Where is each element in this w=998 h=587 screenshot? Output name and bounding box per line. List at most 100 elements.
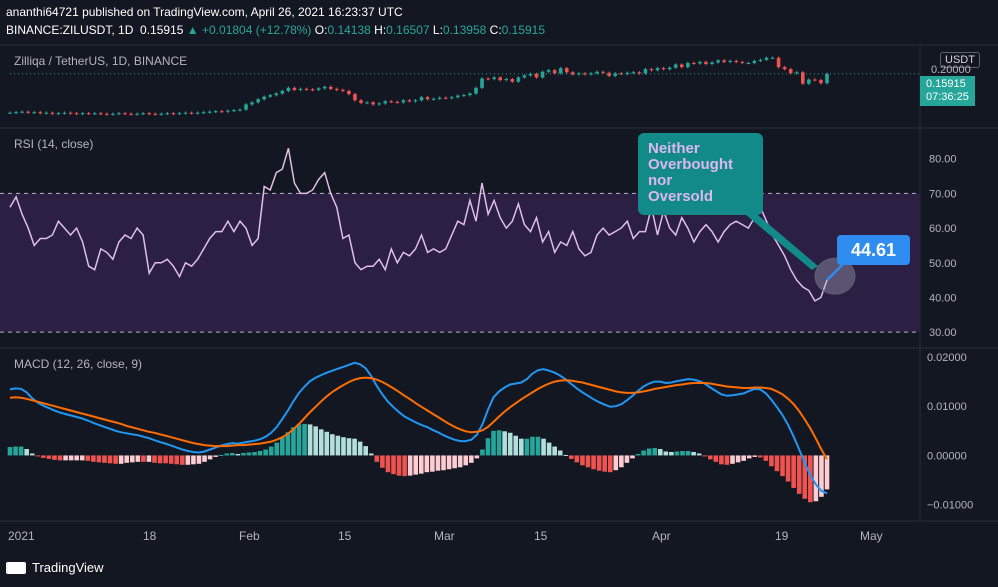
histogram-bar: [191, 455, 196, 465]
candle-body: [698, 61, 702, 64]
histogram-bar: [613, 455, 619, 471]
candle-body: [613, 73, 617, 76]
histogram-bar: [569, 455, 574, 459]
histogram-bar: [285, 432, 291, 456]
candle-body: [316, 88, 321, 90]
last-price-badge: 0.15915 07:36:25: [920, 76, 975, 106]
price-pane-label: Zilliqa / TetherUS, 1D, BINANCE: [14, 54, 188, 68]
histogram-bar: [557, 450, 563, 456]
histogram-bar: [491, 430, 496, 456]
candle-body: [571, 72, 575, 75]
macd-tick-label: 0.02000: [927, 352, 967, 364]
histogram-bar: [707, 455, 713, 460]
x-axis-label: 19: [775, 529, 789, 543]
candle-body: [328, 86, 333, 89]
histogram-bar: [430, 455, 435, 472]
candle-body: [250, 102, 254, 105]
histogram-bar: [702, 455, 708, 457]
candle-body: [546, 70, 551, 72]
histogram-bar: [730, 455, 735, 464]
x-axis-label: 15: [534, 529, 548, 543]
histogram-bar: [774, 455, 780, 472]
high-label: H:: [374, 23, 387, 37]
histogram-bar: [463, 455, 469, 466]
histogram-bar: [607, 455, 613, 473]
candle-body: [268, 95, 273, 97]
histogram-bar: [368, 453, 374, 456]
candle-body: [105, 113, 109, 115]
histogram-bar: [363, 446, 369, 456]
histogram-bar: [824, 455, 830, 490]
histogram-bar: [24, 449, 29, 456]
histogram-bar: [641, 450, 646, 456]
candle-body: [322, 86, 327, 89]
candle-body: [232, 110, 236, 112]
candle-body: [686, 62, 690, 68]
price-axis-label: 0.20000: [931, 64, 971, 76]
candle-body: [480, 78, 484, 88]
candle-body: [825, 73, 829, 84]
currency-selector[interactable]: USDT: [940, 52, 980, 68]
tradingview-logo-icon: [6, 561, 26, 574]
histogram-bar: [263, 449, 268, 456]
histogram-bar: [296, 424, 302, 456]
candle-body: [413, 100, 418, 102]
histogram-bar: [185, 455, 191, 465]
histogram-bar: [341, 437, 346, 456]
candle-body: [800, 72, 805, 84]
candle-body: [782, 67, 787, 70]
highlight-ellipse: [814, 257, 856, 295]
histogram-bar: [418, 455, 424, 474]
candle-body: [504, 79, 509, 81]
histogram-bar: [452, 455, 457, 469]
histogram-bar: [602, 455, 607, 472]
candle-body: [631, 72, 636, 74]
candle-body: [607, 72, 611, 76]
histogram-bar: [530, 436, 535, 456]
histogram-bar: [213, 455, 218, 457]
candle-body: [377, 103, 381, 105]
candle-body: [280, 90, 285, 94]
tradingview-brand[interactable]: TradingView: [6, 560, 104, 575]
candle-body: [449, 97, 454, 99]
x-axis-label: 2021: [8, 529, 35, 543]
candle-body: [341, 89, 345, 91]
candle-body: [625, 72, 630, 74]
macd-tick-label: 0.00000: [927, 450, 967, 462]
histogram-bar: [769, 455, 774, 467]
histogram-bar: [441, 455, 446, 471]
histogram-bar: [230, 452, 235, 456]
histogram-bar: [68, 455, 74, 461]
histogram-bar: [129, 455, 135, 463]
candle-body: [788, 69, 793, 74]
histogram-bar: [141, 455, 146, 462]
histogram-bar: [457, 455, 463, 468]
histogram-bar: [402, 455, 407, 477]
last-price: 0.15915: [140, 23, 184, 37]
histogram-bar: [808, 455, 813, 503]
bar-countdown: 07:36:25: [926, 91, 969, 103]
x-axis-label: May: [860, 529, 883, 543]
histogram-bar: [563, 454, 569, 456]
candle-body: [195, 112, 200, 114]
candle-body: [728, 60, 732, 62]
signal-line: [9, 376, 828, 460]
rsi-tick-label: 40.00: [929, 292, 957, 304]
candle-body: [667, 67, 672, 70]
histogram-bar: [691, 451, 696, 456]
candle-body: [564, 68, 569, 73]
candle-body: [456, 95, 460, 98]
rsi-band: [0, 193, 920, 333]
histogram-bar: [252, 451, 257, 456]
candle-body: [117, 113, 121, 115]
callout-line: Overbought: [648, 156, 733, 173]
histogram-bar: [480, 449, 485, 456]
candle-body: [286, 87, 291, 91]
histogram-bar: [41, 455, 46, 458]
x-axis-label: 15: [338, 529, 352, 543]
rsi-line: [9, 148, 828, 302]
histogram-bar: [763, 455, 769, 461]
candle-body: [770, 57, 775, 59]
callout-pointer: [740, 210, 818, 270]
histogram-bar: [735, 455, 741, 463]
